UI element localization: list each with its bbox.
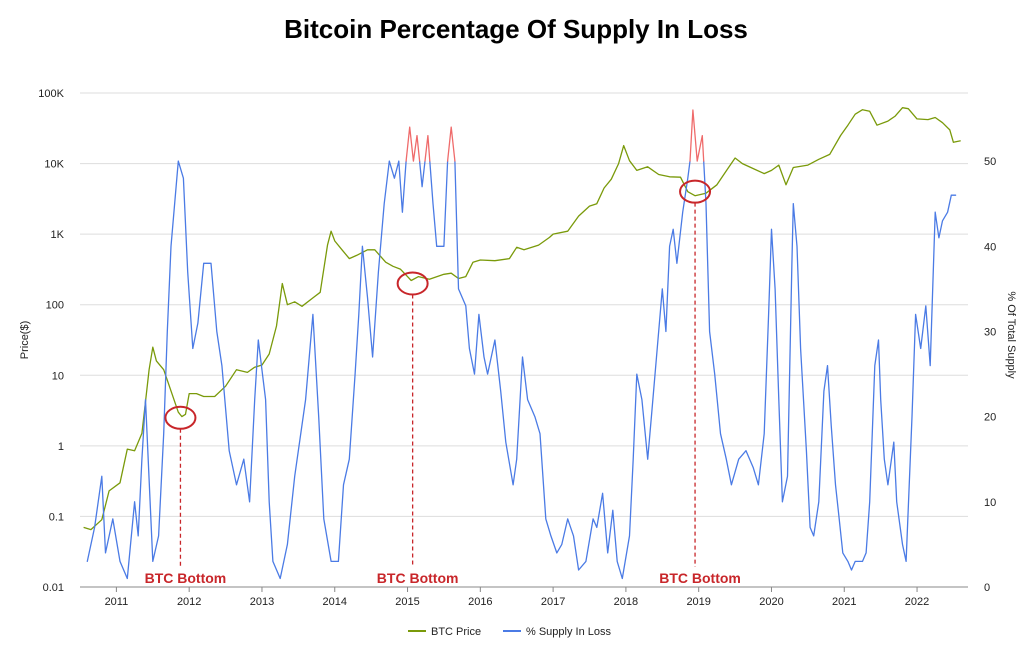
- supply-in-loss-highlight: [405, 109, 705, 162]
- x-tick-label: 2013: [250, 596, 274, 608]
- btc-bottom-label: BTC Bottom: [659, 570, 741, 586]
- left-tick-label: 100: [46, 300, 64, 312]
- x-tick-label: 2020: [759, 596, 783, 608]
- x-tick-label: 2018: [614, 596, 638, 608]
- left-tick-label: 10K: [44, 159, 64, 171]
- x-tick-label: 2011: [105, 596, 129, 608]
- left-tick-label: 10: [52, 370, 64, 382]
- btc-price-line: [83, 107, 961, 531]
- left-axis-ticks: 0.01 0.1 1 10 100 1K 10K 100K: [38, 88, 64, 594]
- right-tick-label: 0: [984, 582, 990, 594]
- right-tick-label: 40: [984, 241, 996, 253]
- left-tick-label: 0.01: [43, 582, 64, 594]
- left-tick-label: 1: [58, 441, 64, 453]
- right-axis-title: % Of Total Supply: [1005, 291, 1017, 379]
- x-tick-label: 2019: [686, 596, 710, 608]
- annotations: BTC Bottom BTC Bottom BTC Bottom: [145, 179, 741, 586]
- right-tick-label: 50: [984, 156, 996, 168]
- legend-btc-price-label: BTC Price: [431, 626, 481, 638]
- legend: BTC Price % Supply In Loss: [408, 626, 611, 638]
- left-axis-title: Price($): [19, 321, 31, 360]
- chart-title: Bitcoin Percentage Of Supply In Loss: [284, 14, 748, 44]
- left-tick-label: 0.1: [49, 511, 64, 523]
- right-axis-ticks: 0 10 20 30 40 50: [984, 156, 996, 594]
- right-tick-label: 10: [984, 497, 996, 509]
- legend-supply-label: % Supply In Loss: [526, 626, 611, 638]
- series-lines: [83, 107, 961, 580]
- bottom-circle: [164, 405, 197, 430]
- right-tick-label: 30: [984, 326, 996, 338]
- left-tick-label: 1K: [51, 229, 65, 241]
- gridlines: [80, 92, 968, 588]
- btc-bottom-label: BTC Bottom: [145, 570, 227, 586]
- x-tick-label: 2017: [541, 596, 565, 608]
- x-tick-label: 2014: [323, 596, 347, 608]
- x-tick-label: 2016: [468, 596, 492, 608]
- x-tick-label: 2021: [832, 596, 856, 608]
- bottom-circle: [396, 271, 429, 296]
- x-tick-label: 2022: [905, 596, 929, 608]
- right-tick-label: 20: [984, 412, 996, 424]
- x-tick-label: 2012: [177, 596, 201, 608]
- left-tick-label: 100K: [38, 88, 64, 100]
- btc-bottom-label: BTC Bottom: [377, 570, 459, 586]
- supply-in-loss-line: [86, 160, 957, 580]
- x-tick-label: 2015: [395, 596, 419, 608]
- x-axis-ticks: 2011 2012 2013 2014 2015 2016 2017 2018 2019 2020…: [80, 586, 968, 608]
